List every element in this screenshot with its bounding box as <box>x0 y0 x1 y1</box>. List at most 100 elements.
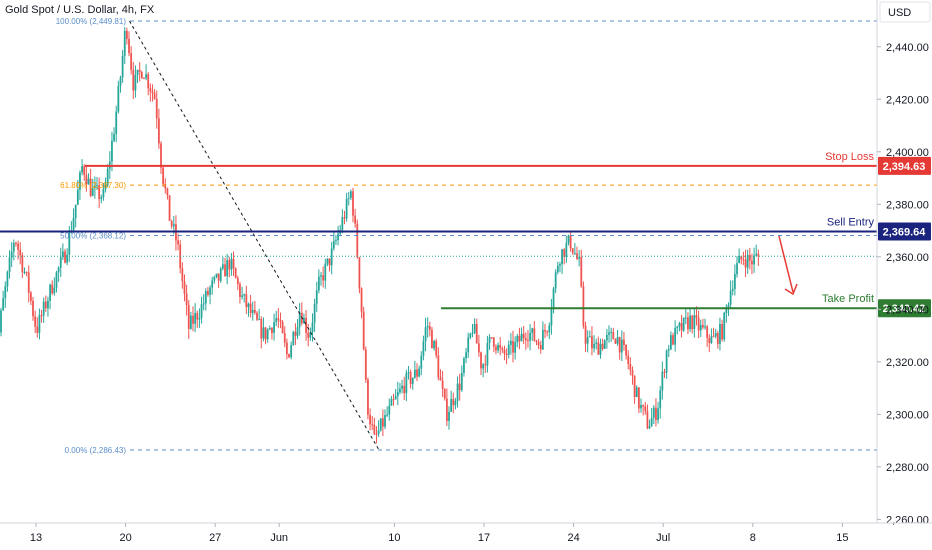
candle-body <box>226 260 229 277</box>
candle-body <box>644 406 647 412</box>
candle-body <box>61 251 64 258</box>
candle-body <box>426 326 429 328</box>
sell-entry-price-badge <box>878 222 931 241</box>
x-tick-label: Jun <box>270 532 288 544</box>
candle-body <box>578 257 581 259</box>
candle-body <box>375 433 378 435</box>
candle-body <box>234 268 237 278</box>
candle-body <box>390 399 393 406</box>
candle-body <box>661 371 664 391</box>
candle-body <box>162 167 165 185</box>
candle-body <box>712 336 715 338</box>
candle-body <box>652 407 655 418</box>
candle-body <box>337 233 339 240</box>
candle-body <box>268 327 271 330</box>
candle-body <box>755 253 758 256</box>
candle-body <box>185 293 188 306</box>
candle-body <box>23 271 26 273</box>
candle-body <box>367 379 369 415</box>
candle-body <box>341 217 344 231</box>
candle-body <box>633 375 636 398</box>
candle-body <box>605 334 608 341</box>
candle-body <box>324 263 327 281</box>
candle-body <box>55 272 58 288</box>
candle-body <box>262 327 265 339</box>
candle-body <box>610 331 613 333</box>
candle-body <box>386 414 389 416</box>
candle-body <box>172 224 175 227</box>
candle-body <box>147 74 150 89</box>
candle-body <box>435 341 438 356</box>
candle-body <box>6 271 9 287</box>
candle-body <box>140 72 143 79</box>
candle-body <box>584 325 587 344</box>
candle-body <box>424 327 427 342</box>
candle-body <box>556 265 559 273</box>
candle-body <box>567 235 570 243</box>
candle-body <box>437 355 440 378</box>
candle-body <box>153 93 156 100</box>
candle-body <box>104 185 107 189</box>
candle-body <box>322 275 325 281</box>
candle-body <box>591 336 593 349</box>
candle-body <box>396 392 399 397</box>
time-axis[interactable]: 13 20 27 Jun 10 17 24 Jul 8 15 <box>30 523 849 544</box>
candle-body <box>413 369 416 378</box>
candle-body <box>601 343 604 349</box>
y-tick-label: 2,300.00 <box>886 409 929 421</box>
fib-trend-line[interactable] <box>129 20 380 451</box>
candle-body <box>303 317 305 324</box>
candle-body <box>620 339 623 353</box>
candle-body <box>748 255 751 261</box>
candle-body <box>155 99 158 119</box>
candle-body <box>676 326 679 328</box>
candle-body <box>738 256 741 264</box>
candle-body <box>266 329 269 340</box>
candle-body <box>85 175 88 185</box>
fibonacci-retracement[interactable]: 100.00% (2,449.81) 61.80% (2,387.30) 50.00… <box>56 17 877 455</box>
candle-body <box>236 277 239 285</box>
candle-body <box>631 369 634 376</box>
candle-body <box>273 322 275 333</box>
candle-body <box>79 172 81 190</box>
candle-body <box>264 327 267 340</box>
candle-body <box>569 235 572 249</box>
candle-body <box>290 345 293 358</box>
currency-button[interactable] <box>879 1 931 23</box>
y-tick-label: 2,360.00 <box>886 252 929 264</box>
candle-body <box>428 326 431 330</box>
candle-body <box>458 383 461 391</box>
candle-body <box>539 344 542 350</box>
x-tick-label: 20 <box>119 532 131 544</box>
candle-body <box>187 305 190 329</box>
candle-body <box>115 111 118 135</box>
candle-body <box>25 271 28 273</box>
candle-body <box>588 336 591 338</box>
candle-body <box>311 322 314 333</box>
candle-body <box>81 166 83 173</box>
trade-levels[interactable]: Stop Loss 2,394.63 Sell Entry 2,369.64 Take … <box>0 151 931 318</box>
candle-body <box>204 291 207 304</box>
candle-body <box>371 424 374 426</box>
candle-body <box>518 335 521 342</box>
candle-body <box>213 276 216 281</box>
candle-body <box>164 184 167 189</box>
candle-body <box>687 317 689 330</box>
candle-body <box>170 220 173 227</box>
candle-body <box>463 358 465 373</box>
candle-body <box>445 398 448 421</box>
candle-body <box>2 298 5 311</box>
candle-body <box>279 320 282 322</box>
candle-body <box>34 316 37 327</box>
candle-body <box>580 257 583 287</box>
candle-body <box>394 396 397 400</box>
candle-body <box>285 342 288 355</box>
candle-body <box>616 337 619 344</box>
candle-body <box>326 258 329 264</box>
candle-body <box>64 251 66 263</box>
candle-body <box>241 295 243 297</box>
candle-body <box>695 315 698 318</box>
candle-body <box>471 332 474 334</box>
candle-body <box>546 331 549 333</box>
